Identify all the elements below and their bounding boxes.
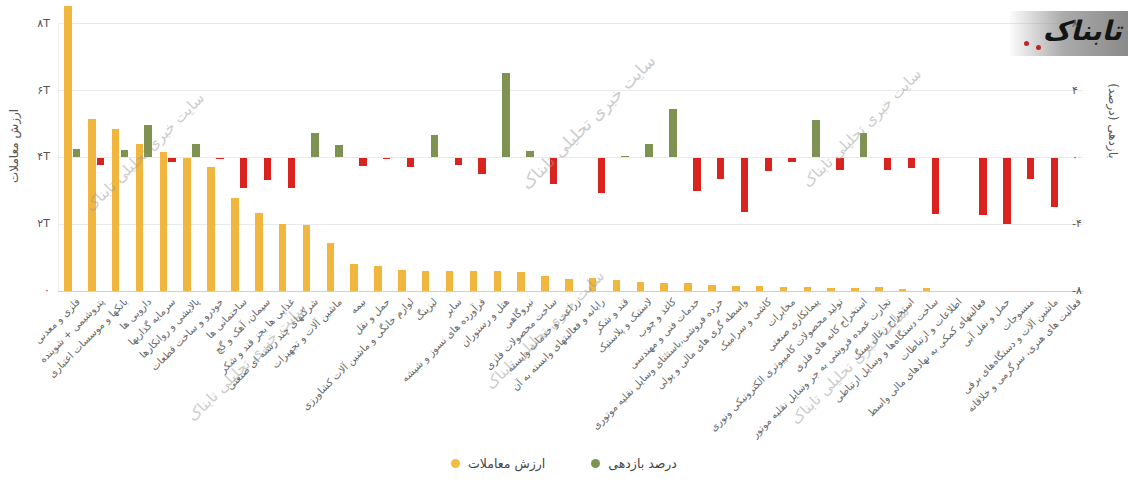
bar-return[interactable] bbox=[335, 145, 343, 157]
bar-value[interactable] bbox=[64, 6, 72, 291]
bar-value[interactable] bbox=[732, 286, 740, 291]
right-axis-tick-label: ۴ bbox=[1072, 85, 1078, 96]
bar-value[interactable] bbox=[875, 287, 883, 290]
bar-value[interactable] bbox=[756, 286, 764, 291]
y-axis-tick-label: ۲T bbox=[4, 218, 50, 229]
bar-return[interactable] bbox=[645, 144, 653, 157]
bar-return[interactable] bbox=[598, 158, 606, 193]
bar-return[interactable] bbox=[168, 158, 176, 162]
legend: ارزش معاملات درصد بازدهی bbox=[0, 456, 1128, 471]
chart: ۰۲T۴T۶T۸T-۸-۴۰۴۸فلزی و معدنیپتروشیمی + ش… bbox=[0, 0, 1128, 487]
bar-value[interactable] bbox=[613, 280, 621, 291]
bar-return[interactable] bbox=[288, 158, 296, 188]
bar-value[interactable] bbox=[255, 213, 263, 291]
bar-return[interactable] bbox=[979, 158, 987, 216]
bar-return[interactable] bbox=[407, 158, 415, 167]
bar-return[interactable] bbox=[884, 158, 892, 171]
bar-value[interactable] bbox=[350, 264, 358, 291]
right-axis-tick-label: ۸ bbox=[1072, 18, 1078, 29]
watermark: سایت خبری تحلیلی تابناک bbox=[517, 51, 660, 194]
tabnak-logo: تابناک bbox=[1010, 11, 1128, 56]
bar-value[interactable] bbox=[446, 271, 454, 291]
bar-value[interactable] bbox=[923, 288, 931, 290]
bar-return[interactable] bbox=[383, 158, 391, 159]
y-axis-tick-label: ۶T bbox=[4, 85, 50, 96]
legend-return-label: درصد بازدهی bbox=[608, 456, 677, 471]
bar-value[interactable] bbox=[112, 129, 120, 290]
bar-value[interactable] bbox=[374, 266, 382, 290]
bar-value[interactable] bbox=[708, 285, 716, 291]
tabnak-logo-text: تابناک bbox=[1043, 15, 1122, 46]
bar-return[interactable] bbox=[359, 158, 367, 166]
bar-return[interactable] bbox=[73, 149, 81, 157]
bar-return[interactable] bbox=[669, 109, 677, 157]
bar-return[interactable] bbox=[788, 158, 796, 162]
y-axis-tick-label: ۸T bbox=[4, 18, 50, 29]
y-axis-line bbox=[58, 23, 59, 291]
bar-return[interactable] bbox=[455, 158, 463, 166]
bar-return[interactable] bbox=[502, 73, 510, 157]
right-axis-tick-label: -۸ bbox=[1072, 285, 1082, 296]
bar-return[interactable] bbox=[240, 158, 248, 188]
bar-value[interactable] bbox=[851, 288, 859, 291]
bar-value[interactable] bbox=[637, 282, 645, 290]
bar-return[interactable] bbox=[908, 158, 916, 169]
bar-return[interactable] bbox=[1003, 158, 1011, 225]
y-axis-title-left: ارزش معاملات bbox=[7, 109, 21, 183]
bar-value[interactable] bbox=[470, 271, 478, 290]
logo-red-dot bbox=[1036, 45, 1041, 50]
bar-return[interactable] bbox=[478, 158, 486, 175]
bar-return[interactable] bbox=[1027, 158, 1035, 180]
value-series-dot bbox=[451, 459, 460, 468]
x-axis-label: لیزینگ bbox=[413, 296, 439, 322]
bar-return[interactable] bbox=[765, 158, 773, 171]
bar-value[interactable] bbox=[160, 152, 168, 291]
y-axis-title-right: بازدهی (درصد) bbox=[1106, 83, 1120, 158]
bar-return[interactable] bbox=[717, 158, 725, 180]
gridline-2 bbox=[58, 157, 1083, 158]
bar-value[interactable] bbox=[541, 276, 549, 291]
bar-value[interactable] bbox=[183, 158, 191, 291]
gridline-4 bbox=[58, 23, 1083, 24]
bar-value[interactable] bbox=[494, 271, 502, 290]
bar-value[interactable] bbox=[422, 271, 430, 291]
bar-return[interactable] bbox=[97, 158, 105, 166]
bar-value[interactable] bbox=[398, 270, 406, 291]
legend-value-label: ارزش معاملات bbox=[468, 456, 545, 471]
bar-value[interactable] bbox=[684, 283, 692, 291]
right-axis-tick-label: -۴ bbox=[1072, 218, 1082, 229]
bar-return[interactable] bbox=[431, 135, 439, 157]
bar-value[interactable] bbox=[660, 283, 668, 290]
bar-value[interactable] bbox=[303, 225, 311, 290]
bar-value[interactable] bbox=[899, 289, 907, 291]
bar-value[interactable] bbox=[279, 224, 287, 290]
legend-item-value[interactable]: ارزش معاملات bbox=[451, 456, 545, 471]
bar-value[interactable] bbox=[827, 288, 835, 291]
bar-value[interactable] bbox=[780, 287, 788, 291]
gridline-3 bbox=[58, 90, 1083, 91]
bar-return[interactable] bbox=[216, 158, 224, 159]
x-axis-label: بیمه bbox=[348, 296, 368, 316]
bar-return[interactable] bbox=[311, 133, 319, 157]
bar-return[interactable] bbox=[1051, 158, 1059, 207]
logo-red-dot bbox=[1024, 41, 1029, 46]
bar-return[interactable] bbox=[526, 151, 534, 157]
bar-return[interactable] bbox=[932, 158, 940, 215]
legend-item-return[interactable]: درصد بازدهی bbox=[591, 456, 677, 471]
bar-return[interactable] bbox=[812, 120, 820, 157]
bar-return[interactable] bbox=[741, 158, 749, 212]
bar-value[interactable] bbox=[207, 167, 215, 291]
bar-return[interactable] bbox=[264, 158, 272, 181]
bar-return[interactable] bbox=[693, 158, 701, 191]
bar-value[interactable] bbox=[231, 198, 239, 291]
bar-value[interactable] bbox=[327, 243, 335, 290]
right-axis-tick-label: ۰ bbox=[1072, 152, 1078, 163]
bar-return[interactable] bbox=[192, 144, 200, 157]
bar-return[interactable] bbox=[621, 156, 629, 157]
y-axis-tick-label: ۰ bbox=[4, 285, 50, 296]
bar-value[interactable] bbox=[517, 272, 525, 290]
return-series-dot bbox=[591, 459, 600, 468]
bar-value[interactable] bbox=[804, 287, 812, 291]
